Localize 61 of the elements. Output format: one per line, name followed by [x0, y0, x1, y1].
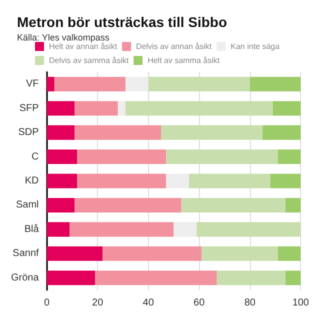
bar — [102, 246, 202, 261]
x-tick-label: 60 — [194, 298, 206, 308]
bar — [125, 76, 148, 92]
chart-title: Metron bör utsträckas till Sibbo — [17, 14, 228, 30]
bar — [125, 101, 273, 116]
x-tick-label: 20 — [92, 298, 104, 308]
bar — [285, 270, 301, 286]
y-tick-label: KD — [24, 176, 39, 186]
legend-label: Helt av samma åsikt — [148, 56, 220, 65]
bar — [202, 246, 278, 261]
x-tick-label: 100 — [292, 298, 310, 308]
bar — [250, 76, 301, 92]
bar — [181, 198, 286, 212]
legend-label: Delvis av annan åsikt — [136, 42, 212, 51]
bar — [216, 270, 286, 286]
y-tick-label: C — [32, 151, 39, 162]
bar — [95, 270, 217, 286]
legend-label: Helt av annan åsikt — [49, 42, 118, 51]
bar — [46, 150, 78, 164]
bar — [77, 174, 166, 188]
bar — [161, 125, 263, 140]
y-tick-label: SDP — [18, 127, 40, 138]
bar — [46, 101, 75, 116]
bar — [74, 101, 118, 116]
bar — [148, 76, 250, 92]
y-tick-label: Saml — [16, 200, 39, 211]
bar — [46, 198, 75, 212]
bar — [77, 150, 166, 164]
bar — [262, 125, 301, 140]
bar — [46, 125, 75, 140]
bar — [285, 198, 301, 212]
bar — [54, 76, 126, 92]
x-tick-label: 0 — [44, 298, 50, 308]
y-tick-label: Blå — [24, 222, 40, 235]
bar — [278, 150, 301, 164]
bar — [188, 174, 270, 188]
bar — [278, 246, 301, 261]
y-tick-label: Gröna — [10, 272, 40, 284]
bar — [174, 222, 197, 237]
chart-subtitle: Källa: Yles valkompass — [17, 32, 110, 42]
bar — [118, 101, 126, 116]
bar — [166, 150, 278, 164]
y-tick-label: VF — [26, 78, 39, 90]
bar — [196, 222, 301, 237]
bar — [166, 174, 189, 188]
x-tick-label: 40 — [142, 298, 154, 308]
legend-label: Delvis av samma åsikt — [49, 56, 130, 65]
bar — [46, 174, 78, 188]
bar — [70, 222, 174, 237]
bar — [270, 174, 301, 188]
legend-label: Kan inte säga — [230, 42, 280, 51]
bar — [46, 76, 54, 92]
bar — [46, 270, 96, 286]
bar — [46, 222, 70, 237]
y-tick-label: Sannf — [12, 248, 40, 260]
bar — [74, 198, 182, 212]
bar — [74, 125, 162, 140]
x-tick-label: 80 — [244, 298, 256, 308]
bar — [272, 101, 301, 116]
bar — [46, 246, 103, 261]
y-tick-label: SFP — [19, 102, 40, 114]
